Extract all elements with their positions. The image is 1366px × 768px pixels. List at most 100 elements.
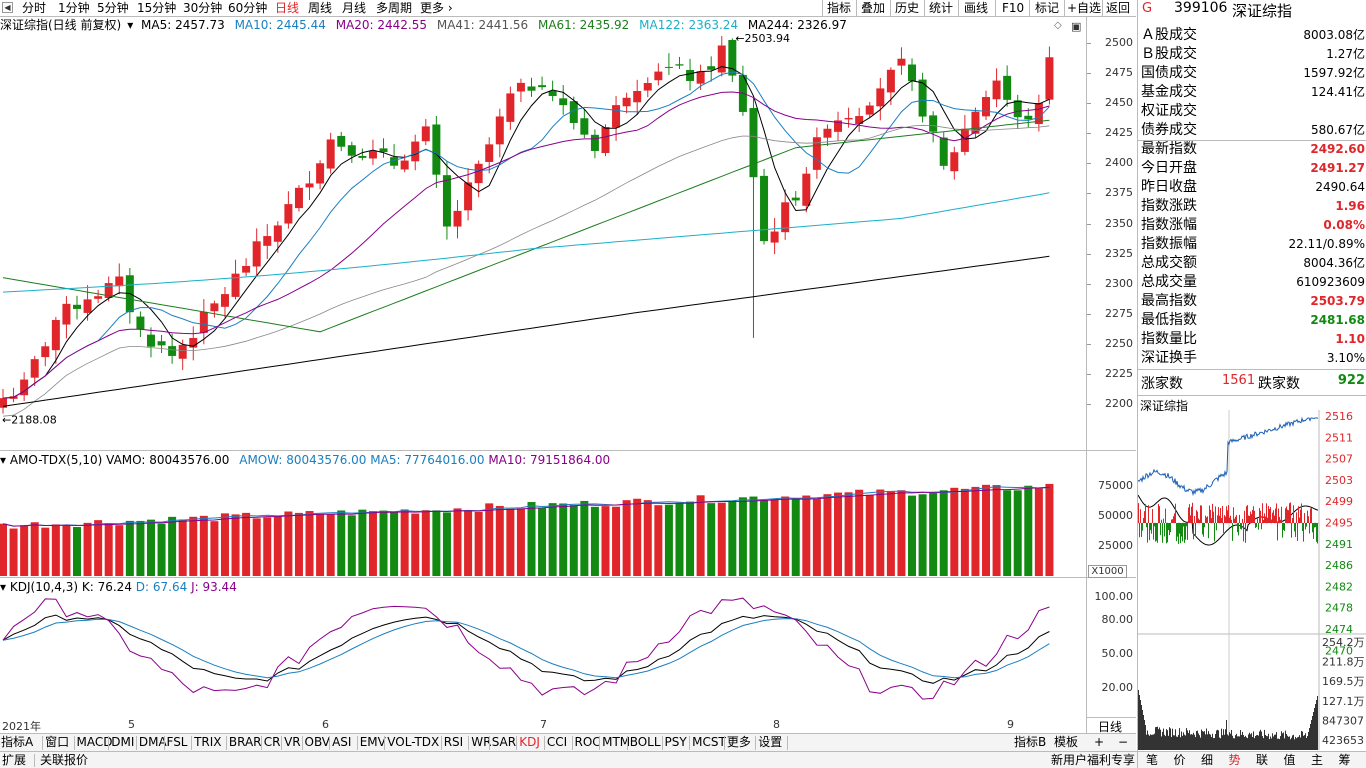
indicator-tab-boll[interactable]: BOLL <box>629 735 661 749</box>
panel-switch-7[interactable]: 筹 <box>1338 753 1351 767</box>
indicator-tab-mtm[interactable]: MTM <box>602 735 631 749</box>
indicator-tab-a[interactable]: 指标A <box>1 735 34 749</box>
indicator-tab-cci[interactable]: CCI <box>546 735 568 749</box>
indicator-tab-fsl[interactable]: FSL <box>166 735 188 749</box>
mini-volume-bar <box>1146 734 1147 750</box>
period-tab-more[interactable]: 更多 › <box>420 1 453 15</box>
template-button[interactable]: 模板 <box>1054 735 1079 749</box>
candle <box>971 107 980 138</box>
period-tab-5min[interactable]: 5分钟 <box>97 1 129 15</box>
candle <box>168 333 177 364</box>
period-tab-1min[interactable]: 1分钟 <box>58 1 90 15</box>
dropdown-arrow-icon[interactable]: ▾ <box>127 18 134 32</box>
period-tab-60min[interactable]: 60分钟 <box>228 1 268 15</box>
mini-breadth-bar <box>1258 523 1259 530</box>
indicator-tab-sar[interactable]: SAR <box>491 735 517 749</box>
mini-volume-bar <box>1150 734 1151 750</box>
indicator-tab-dma[interactable]: DMA <box>138 735 167 749</box>
indicator-tab-psy[interactable]: PSY <box>664 735 687 749</box>
panel-switch-1[interactable]: 价 <box>1173 753 1186 767</box>
draw-button[interactable]: 画线 <box>964 1 989 15</box>
indicator-button[interactable]: 指标 <box>827 1 852 15</box>
mini-breadth-bar <box>1276 503 1277 523</box>
remove-pane-button[interactable]: − <box>1118 735 1129 749</box>
panel-switch-2[interactable]: 细 <box>1201 753 1214 767</box>
add-pane-button[interactable]: + <box>1094 735 1105 749</box>
indicator-tab-wr[interactable]: WR <box>471 735 492 749</box>
mini-breadth-bar <box>1264 513 1265 523</box>
period-tab-weekly[interactable]: 周线 <box>308 1 333 15</box>
candle <box>1003 65 1012 107</box>
collapse-icon[interactable]: ◀ <box>2 2 13 13</box>
mini-volume-bar <box>1213 738 1214 750</box>
mini-volume-bar <box>1160 729 1161 750</box>
quote-row: 总成交额 8004.36亿 <box>1138 254 1366 273</box>
restore-window-icon[interactable]: ▣ <box>1071 20 1082 33</box>
period-label[interactable]: 日线 <box>1098 720 1123 734</box>
mark-button[interactable]: 标记 <box>1035 1 1060 15</box>
mini-breadth-bar <box>1179 523 1180 534</box>
dropdown-arrow-icon[interactable]: ▾ <box>0 453 7 467</box>
related-quotes-button[interactable]: 关联报价 <box>40 753 89 767</box>
candle-body <box>453 210 462 227</box>
indicator-tab-[interactable]: 设置 <box>758 735 783 749</box>
diamond-icon[interactable]: ◇ <box>1054 20 1062 31</box>
f10-button[interactable]: F10 <box>1002 1 1025 15</box>
volume-bar <box>189 516 198 576</box>
candle-body <box>580 118 589 135</box>
panel-switch-0[interactable]: 笔 <box>1146 753 1159 767</box>
mini-breadth-bar <box>1259 508 1260 523</box>
indicator-b-button[interactable]: 指标B <box>1014 735 1047 749</box>
panel-switch-4[interactable]: 联 <box>1256 753 1269 767</box>
mini-volume-bar <box>1178 734 1179 750</box>
candle-body <box>30 359 39 378</box>
candle <box>136 311 145 338</box>
indicator-tab-obv[interactable]: OBV <box>304 735 331 749</box>
indicator-tab-rsi[interactable]: RSI <box>443 735 464 749</box>
mini-volume-bar <box>1155 727 1156 750</box>
dropdown-arrow-icon[interactable]: ▾ <box>0 580 7 594</box>
indicator-tab-[interactable]: 窗口 <box>45 735 70 749</box>
indicator-tab-macd[interactable]: MACD <box>76 735 113 749</box>
history-button[interactable]: 历史 <box>895 1 920 15</box>
mini-volume-bar <box>1142 710 1143 750</box>
intraday-chart[interactable]: 2516 2511 2507 2503 2499 2495 2491 2486 2482 2478… <box>1138 410 1366 750</box>
kline-chart[interactable]: ←2503.94 ←2188.08 <box>0 17 1087 733</box>
back-button[interactable]: 返回 <box>1106 1 1131 15</box>
indicator-tab-cr[interactable]: CR <box>263 735 281 749</box>
mini-breadth-bar <box>1207 516 1208 523</box>
indicator-tab-mcst[interactable]: MCST <box>692 735 726 749</box>
indicator-tab-trix[interactable]: TRIX <box>194 735 222 749</box>
indicator-tab-emv[interactable]: EMV <box>359 735 386 749</box>
expand-button[interactable]: 扩展 <box>2 753 27 767</box>
indicator-tab-vr[interactable]: VR <box>284 735 301 749</box>
add-watchlist-button[interactable]: +自选 <box>1067 1 1102 15</box>
panel-switch-6[interactable]: 主 <box>1311 753 1324 767</box>
period-tab-multi[interactable]: 多周期 <box>376 1 413 15</box>
period-tab-fenshi[interactable]: 分时 <box>22 1 47 15</box>
indicator-tab-dmi[interactable]: DMI <box>111 735 135 749</box>
indicator-tab-kdj[interactable]: KDJ <box>519 735 540 749</box>
indicator-tab-[interactable]: 更多 <box>726 735 751 749</box>
panel-switch-3[interactable]: 势 <box>1228 753 1241 767</box>
period-tab-monthly[interactable]: 月线 <box>342 1 367 15</box>
mini-breadth-bar <box>1255 523 1256 528</box>
kdj-tick: 100.00 <box>1094 590 1134 604</box>
promo-link[interactable]: 新用户福利专享 <box>1051 753 1136 767</box>
volume-bar <box>421 510 430 576</box>
indicator-tab-roc[interactable]: ROC <box>574 735 601 749</box>
indicator-tab-asi[interactable]: ASI <box>332 735 352 749</box>
stats-button[interactable]: 统计 <box>929 1 954 15</box>
period-tab-30min[interactable]: 30分钟 <box>183 1 223 15</box>
volume-bar <box>749 496 758 576</box>
mini-chart-title: 深证综指 <box>1140 399 1189 413</box>
indicator-tab-voltdx[interactable]: VOL-TDX <box>387 735 440 749</box>
price-tick: 2500 <box>1105 36 1133 49</box>
indicator-tab-brar[interactable]: BRAR <box>228 735 262 749</box>
mini-volume-bar <box>1266 735 1267 750</box>
overlay-button[interactable]: 叠加 <box>861 1 886 15</box>
quote-label: 今日开盘 <box>1141 160 1197 176</box>
panel-switch-5[interactable]: 值 <box>1283 753 1296 767</box>
period-tab-15min[interactable]: 15分钟 <box>137 1 177 15</box>
period-tab-daily[interactable]: 日线 <box>275 1 300 15</box>
